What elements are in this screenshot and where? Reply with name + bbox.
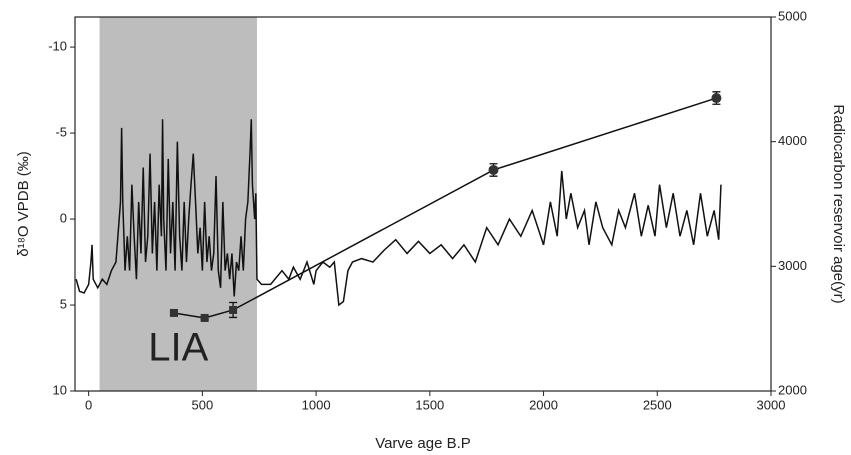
- y-tick-label: 5: [60, 296, 67, 311]
- x-tick-label: 500: [192, 397, 214, 412]
- y2-tick-label: 5000: [778, 8, 807, 23]
- y-axis-label: δ¹⁸O VPDB (‰): [15, 151, 32, 257]
- x-tick-label: 1000: [302, 397, 331, 412]
- y2-tick-label: 4000: [778, 133, 807, 148]
- marker: [200, 313, 209, 322]
- marker: [229, 305, 238, 314]
- y2-tick-label: 2000: [778, 382, 807, 397]
- x-tick-label: 2000: [529, 397, 558, 412]
- data-line: [75, 119, 722, 307]
- y-tick-label: -10: [48, 39, 67, 54]
- region-label: LIA: [148, 326, 208, 370]
- marker: [488, 164, 499, 175]
- x-tick-label: 3000: [757, 397, 786, 412]
- marker: [711, 93, 722, 104]
- x-axis-label: Varve age B.P: [375, 435, 471, 452]
- x-tick-label: 2500: [643, 397, 672, 412]
- marker: [169, 308, 178, 317]
- y2-tick-label: 3000: [778, 258, 807, 273]
- y-tick-label: 0: [60, 210, 67, 225]
- x-tick-label: 0: [85, 397, 92, 412]
- x-tick-label: 1500: [415, 397, 444, 412]
- plot-frame: [74, 16, 772, 392]
- y-tick-label: 10: [53, 382, 67, 397]
- y-tick-label: -5: [55, 125, 67, 140]
- y2-axis-label: Radiocarbon reservoir age(yr): [830, 104, 847, 303]
